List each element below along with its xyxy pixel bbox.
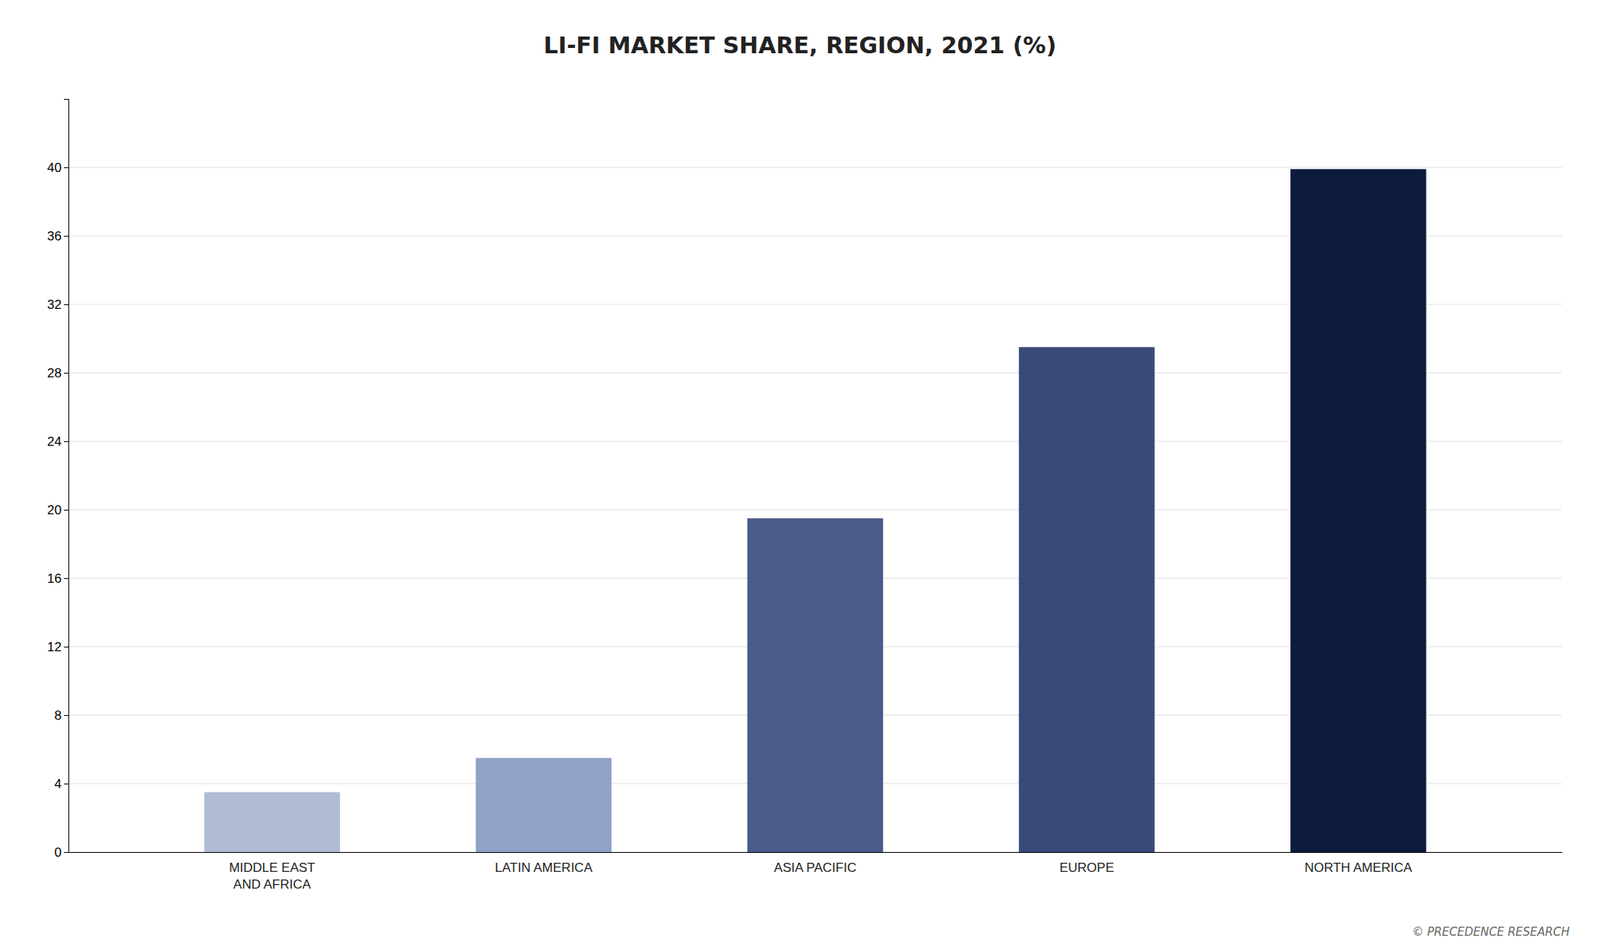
y-tick: 4 xyxy=(54,776,69,791)
chart-svg: LI-FI MARKET SHARE, REGION, 2021 (%) 0 4 8 1… xyxy=(0,0,1600,951)
bar xyxy=(476,757,613,852)
x-tick-label-line: ASIA PACIFIC xyxy=(774,860,857,875)
bar xyxy=(747,517,884,852)
y-tick: 28 xyxy=(47,365,69,381)
y-tick: 8 xyxy=(54,707,69,723)
plot-area: 0 4 8 12 16 20 24 28 32 36 40 MIDDLE EASTAND AFRICA… xyxy=(47,99,1562,893)
y-tick: 12 xyxy=(47,639,69,654)
y-tick-mark xyxy=(63,304,69,305)
y-tick-mark xyxy=(63,441,69,442)
y-tick-label: 24 xyxy=(47,434,62,449)
y-tick-mark xyxy=(63,783,69,785)
x-tick-label-line: EUROPE xyxy=(1059,860,1115,875)
y-tick-mark xyxy=(63,851,69,853)
y-tick-label: 4 xyxy=(54,776,62,791)
x-axis: MIDDLE EASTAND AFRICA LATIN AMERICA ASIA P… xyxy=(69,852,1563,893)
y-tick-label: 28 xyxy=(47,365,62,381)
bars xyxy=(204,168,1427,852)
y-tick-label: 32 xyxy=(47,297,62,312)
bar xyxy=(204,791,341,852)
x-tick-label-line: NORTH AMERICA xyxy=(1304,860,1413,875)
x-axis-line xyxy=(69,851,1563,853)
grid xyxy=(68,167,1562,852)
x-tick-label: EUROPE xyxy=(1059,860,1115,875)
y-tick: 20 xyxy=(47,502,69,518)
x-tick-label: LATIN AMERICA xyxy=(495,860,594,875)
chart-title: LI-FI MARKET SHARE, REGION, 2021 (%) xyxy=(543,31,1057,59)
y-tick-label: 8 xyxy=(54,707,62,723)
y-tick-label: 12 xyxy=(47,639,62,654)
x-tick-label: ASIA PACIFIC xyxy=(774,860,857,875)
y-tick-label: 20 xyxy=(47,502,62,518)
y-tick-label: 36 xyxy=(47,228,62,244)
x-tick: ASIA PACIFIC xyxy=(774,860,857,875)
y-tick-mark xyxy=(63,235,69,237)
y-axis-line xyxy=(63,99,70,853)
y-tick-label: 0 xyxy=(54,844,62,860)
y-tick-mark xyxy=(63,372,69,374)
x-tick: NORTH AMERICA xyxy=(1304,860,1413,875)
x-tick: LATIN AMERICA xyxy=(495,860,594,875)
x-tick-label: MIDDLE EASTAND AFRICA xyxy=(228,860,315,892)
y-tick: 36 xyxy=(47,228,69,244)
y-tick: 40 xyxy=(47,160,69,175)
x-tick-label-line: LATIN AMERICA xyxy=(495,860,594,875)
y-tick-mark xyxy=(63,509,69,511)
y-tick-label: 40 xyxy=(47,160,62,175)
y-tick-mark xyxy=(63,714,69,716)
y-tick-mark xyxy=(63,577,69,579)
grid-line xyxy=(68,167,1562,169)
y-tick: 32 xyxy=(47,297,69,312)
y-tick-mark xyxy=(63,167,69,169)
chart-container: LI-FI MARKET SHARE, REGION, 2021 (%) 0 4 8 1… xyxy=(0,0,1600,951)
y-tick-mark xyxy=(63,646,69,648)
y-tick: 16 xyxy=(47,571,69,586)
x-tick: MIDDLE EASTAND AFRICA xyxy=(228,860,315,892)
x-tick-label-line: AND AFRICA xyxy=(233,876,312,892)
annotation: © PRECEDENCE RESEARCH xyxy=(1412,924,1570,939)
x-tick-label-line: MIDDLE EAST xyxy=(228,860,315,875)
y-tick: 0 xyxy=(54,844,69,860)
x-tick: EUROPE xyxy=(1059,860,1115,875)
bar xyxy=(1290,168,1427,852)
y-tick-label: 16 xyxy=(47,571,62,586)
bar xyxy=(1019,346,1156,852)
y-axis: 0 4 8 12 16 20 24 28 32 36 40 xyxy=(47,99,69,860)
x-tick-label: NORTH AMERICA xyxy=(1304,860,1413,875)
y-tick: 24 xyxy=(47,434,69,449)
